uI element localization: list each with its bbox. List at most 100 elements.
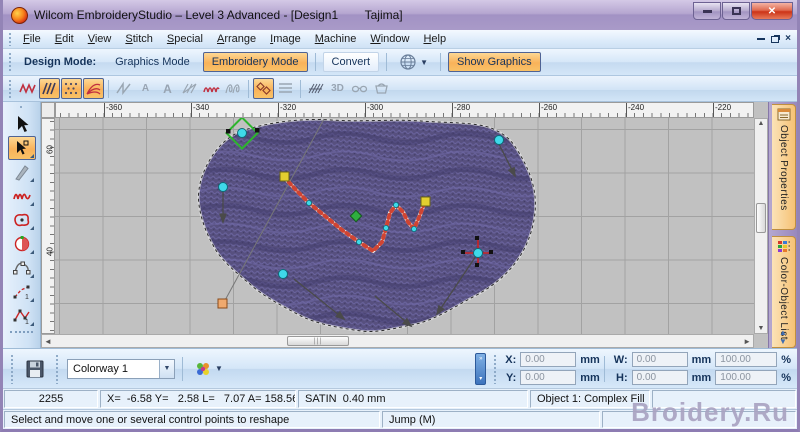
toolbar-grip[interactable] [55,353,60,384]
toolbar-grip[interactable] [8,78,13,99]
toolbar-grip[interactable] [10,353,15,384]
color-object-list-icon [777,241,790,252]
unit-label: mm [691,371,712,384]
glasses-icon[interactable] [349,78,370,99]
status-bar-top: 2255 X= -6.58 Y= 2.58 L= 7.07 A= 158.56 … [3,388,797,409]
ruler-origin-box[interactable] [41,102,55,118]
stitch-type-status: SATIN 0.40 mm [298,390,528,408]
design-canvas[interactable] [55,118,754,334]
anchor-cross-handle[interactable] [461,236,493,267]
line-spacing-icon[interactable] [275,78,296,99]
show-graphics-button[interactable]: Show Graphics [448,52,541,72]
object-center-handle[interactable] [349,209,363,223]
menu-help[interactable]: Help [423,33,447,45]
panel-scroll-up-icon[interactable]: ▲ [779,328,787,337]
reshape-tool[interactable] [7,136,36,160]
vertical-scrollbar[interactable]: ▲ ▼ [754,118,768,334]
scroll-left-icon[interactable]: ◄ [44,337,52,346]
menu-bar: File Edit View Stitch Special Arrange Im… [3,30,797,49]
embroidery-design [197,118,537,333]
panel-scroll-down-icon[interactable]: ▼ [779,337,787,346]
entry-point-handle[interactable] [279,171,290,182]
scroll-right-icon[interactable]: ► [743,337,751,346]
x-input[interactable] [520,352,577,367]
complex-fill-tool[interactable] [8,256,36,280]
fancy-fill-icon[interactable] [83,78,104,99]
transform-fields: X: mm W: mm % Y: mm H: mm % [505,351,791,386]
scroll-down-icon[interactable]: ▼ [757,325,765,332]
horizontal-scrollbar[interactable]: ◄ ||| ► [41,334,754,348]
menu-arrange[interactable]: Arrange [217,33,257,45]
colorway-palette-button[interactable]: ▼ [190,358,227,380]
closed-object-tool[interactable] [8,208,36,232]
tab-object-properties[interactable]: Object Properties [772,104,796,230]
chevron-down-icon[interactable]: ▼ [159,359,174,378]
freehand-run-tool[interactable] [8,184,36,208]
h-percent-input[interactable] [715,370,778,385]
satin-stitch-icon[interactable] [39,78,60,99]
toolbar-grip[interactable] [19,105,24,110]
globe-button[interactable]: ▼ [394,51,433,73]
tatami-fill-icon[interactable] [61,78,82,99]
menu-window[interactable]: Window [370,33,410,45]
w-percent-input[interactable] [715,352,778,367]
menu-edit[interactable]: Edit [54,33,74,45]
toolbar-grip[interactable] [8,51,13,73]
pointer-coordinates: X= -6.58 Y= 2.58 L= 7.07 A= 158.56 [100,390,296,408]
mdi-minimize-icon[interactable] [757,38,766,40]
select-tool[interactable] [8,112,36,136]
embroidery-mode-button[interactable]: Embroidery Mode [202,52,308,72]
angle-line-handle[interactable] [217,298,228,309]
zigzag-stitch-icon[interactable] [113,78,134,99]
hscroll-thumb[interactable]: ||| [287,336,349,346]
graphics-mode-button[interactable]: Graphics Mode [106,52,199,72]
3d-effect-icon[interactable]: 3D [331,83,344,94]
close-button[interactable]: ✕ [751,2,793,20]
toolbar-overflow-chevron[interactable]: » ▾ [475,352,487,385]
vscroll-thumb[interactable] [756,203,766,233]
w-input[interactable] [631,352,688,367]
save-button[interactable] [22,356,48,382]
menu-file[interactable]: File [23,33,41,45]
colorway-select[interactable]: Colorway 1 ▼ [67,358,175,379]
unit-label: mm [580,371,600,384]
control-points[interactable] [218,135,504,279]
slant-stitch-icon[interactable] [179,78,200,99]
motif-fill-icon[interactable] [253,78,274,99]
toolbar-grip[interactable] [493,353,499,384]
tab-color-object-list[interactable]: Color-Object List [772,236,796,348]
loop-stitch-icon[interactable] [223,78,244,99]
toolbar-grip[interactable] [8,31,13,47]
stitch-angle-line[interactable] [222,118,325,305]
rotation-handle[interactable] [225,118,260,150]
convert-button[interactable]: Convert [322,52,380,72]
knife-tool[interactable] [8,160,36,184]
y-input[interactable] [520,370,577,385]
freehand-stitch-icon[interactable] [201,78,222,99]
scroll-up-icon[interactable]: ▲ [757,120,765,127]
lettering-filled-icon[interactable]: A [163,81,172,96]
path-nodes[interactable] [305,200,417,246]
menu-view[interactable]: View [87,33,112,45]
mdi-close-icon[interactable]: × [785,33,791,44]
h-input[interactable] [631,370,688,385]
maximize-button[interactable] [722,2,750,20]
lettering-outline-icon[interactable]: A [141,83,150,94]
basket-icon[interactable] [371,78,392,99]
w-label: W: [613,353,628,366]
menu-machine[interactable]: Machine [314,33,357,45]
open-line-tool[interactable]: 1 [8,280,36,304]
closed-line-tool[interactable]: 1 [8,304,36,328]
minimize-button[interactable] [693,2,721,20]
menu-stitch[interactable]: Stitch [125,33,153,45]
reshape-path[interactable] [282,175,427,253]
run-stitch-icon[interactable] [17,78,38,99]
exit-point-handle[interactable] [420,196,431,207]
circle-object-tool[interactable] [8,232,36,256]
colorway-value: Colorway 1 [73,362,129,375]
mdi-restore-icon[interactable] [771,35,780,43]
menu-special[interactable]: Special [166,33,203,45]
menu-image[interactable]: Image [270,33,301,45]
dropdown-arrow-icon: ▼ [420,57,428,67]
hatch-fill-icon[interactable] [305,78,326,99]
